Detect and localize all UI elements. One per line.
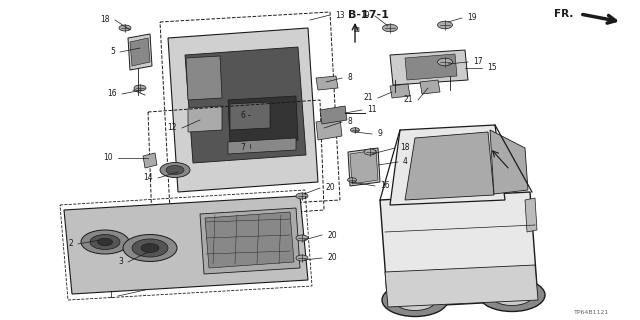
Text: 21: 21	[403, 95, 413, 105]
Text: 16: 16	[380, 181, 390, 190]
Circle shape	[97, 238, 113, 246]
Polygon shape	[380, 192, 538, 308]
Text: 10: 10	[103, 154, 113, 163]
Text: FR.: FR.	[554, 9, 573, 19]
Polygon shape	[200, 208, 300, 274]
Polygon shape	[185, 47, 306, 163]
Text: B-17-1: B-17-1	[348, 10, 388, 20]
Text: 8: 8	[347, 74, 352, 83]
Circle shape	[491, 284, 533, 306]
Polygon shape	[348, 148, 380, 186]
Text: 1: 1	[108, 292, 113, 300]
Circle shape	[296, 193, 308, 199]
Circle shape	[166, 165, 184, 174]
Polygon shape	[405, 54, 457, 80]
Circle shape	[296, 235, 308, 241]
Text: 6: 6	[240, 110, 245, 119]
Text: 20: 20	[325, 183, 335, 193]
Text: 12: 12	[168, 124, 177, 132]
Text: ⊠: ⊠	[353, 27, 359, 33]
Text: 20: 20	[327, 230, 337, 239]
Polygon shape	[320, 106, 347, 124]
Circle shape	[438, 21, 452, 29]
Polygon shape	[385, 265, 538, 307]
Circle shape	[90, 235, 120, 250]
Polygon shape	[186, 56, 222, 100]
Circle shape	[438, 58, 452, 66]
Circle shape	[119, 25, 131, 31]
Text: 17: 17	[473, 58, 483, 67]
Polygon shape	[64, 196, 308, 294]
Text: 16: 16	[108, 90, 117, 99]
Polygon shape	[390, 50, 468, 85]
Text: 21: 21	[364, 93, 373, 102]
Circle shape	[351, 128, 360, 132]
Text: 11: 11	[367, 106, 376, 115]
Polygon shape	[230, 102, 270, 130]
Polygon shape	[316, 76, 338, 90]
Polygon shape	[188, 106, 222, 132]
Text: 2: 2	[68, 239, 73, 249]
Text: 9: 9	[377, 130, 382, 139]
Polygon shape	[143, 153, 157, 168]
Circle shape	[81, 230, 129, 254]
Polygon shape	[316, 118, 342, 140]
Circle shape	[141, 244, 159, 252]
Circle shape	[348, 178, 356, 182]
Circle shape	[123, 235, 177, 261]
Circle shape	[394, 290, 436, 310]
Circle shape	[134, 85, 146, 91]
Text: 18: 18	[100, 15, 110, 25]
Polygon shape	[490, 130, 528, 194]
Polygon shape	[405, 132, 494, 200]
Polygon shape	[128, 34, 152, 70]
Polygon shape	[350, 150, 378, 184]
Polygon shape	[525, 198, 537, 232]
Circle shape	[132, 239, 168, 257]
Polygon shape	[168, 28, 318, 192]
Polygon shape	[228, 96, 298, 144]
Text: 3: 3	[118, 258, 123, 267]
Polygon shape	[420, 80, 440, 94]
Text: 19: 19	[360, 12, 370, 20]
Text: 15: 15	[487, 63, 497, 73]
Circle shape	[364, 149, 376, 155]
Text: 8: 8	[347, 117, 352, 126]
Text: 13: 13	[335, 11, 345, 20]
Circle shape	[296, 255, 308, 261]
Polygon shape	[130, 38, 150, 66]
Polygon shape	[390, 84, 410, 98]
Text: 4: 4	[403, 157, 408, 166]
Text: 5: 5	[110, 47, 115, 57]
Circle shape	[383, 24, 397, 32]
Polygon shape	[390, 125, 505, 205]
Circle shape	[479, 278, 545, 311]
Text: TP64B1121: TP64B1121	[574, 309, 610, 315]
Text: 14: 14	[143, 173, 153, 182]
Circle shape	[382, 284, 448, 316]
Text: 18: 18	[400, 143, 410, 153]
Polygon shape	[228, 138, 296, 154]
Text: 20: 20	[327, 253, 337, 262]
Text: 19: 19	[467, 13, 477, 22]
Polygon shape	[205, 212, 294, 268]
Circle shape	[160, 163, 190, 178]
Text: 7: 7	[240, 143, 245, 153]
